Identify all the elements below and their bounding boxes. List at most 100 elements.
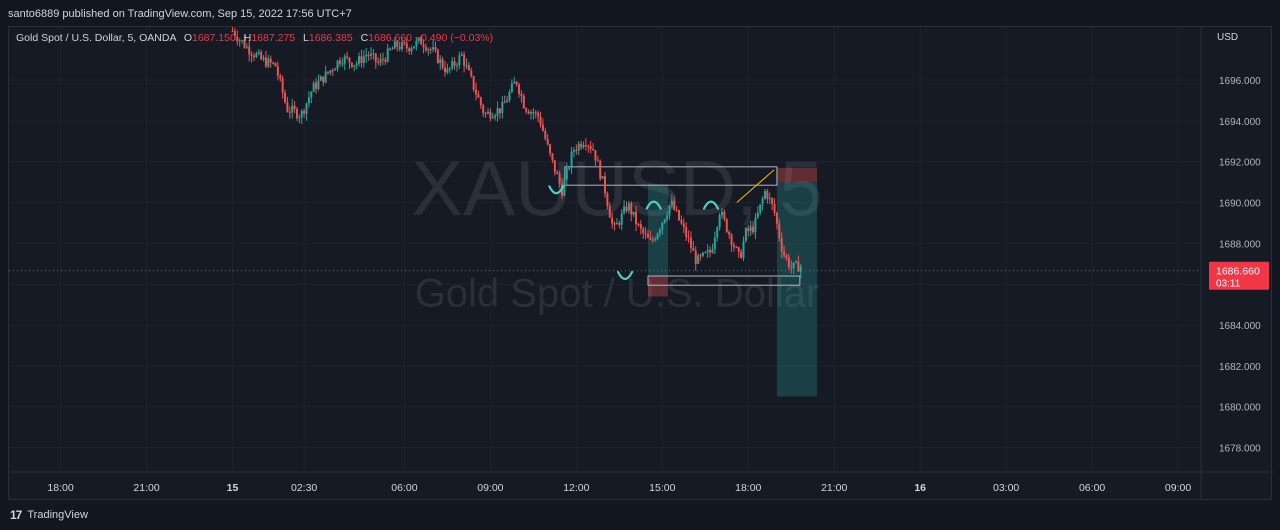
candle-body	[723, 211, 726, 220]
candle-body	[613, 223, 616, 225]
candle-body	[322, 76, 325, 83]
candle-body	[482, 105, 485, 114]
candle-body	[606, 193, 609, 206]
candle-body	[298, 117, 301, 119]
candle-body	[572, 150, 575, 152]
candle-body	[678, 210, 681, 221]
chart-frame[interactable]: XAUUSD, 5 Gold Spot / U.S. Dollar USD 1696.…	[8, 26, 1273, 501]
candle-body	[618, 223, 621, 225]
candle-body	[305, 103, 308, 114]
candle-body	[360, 56, 363, 63]
candle-body	[556, 172, 559, 175]
time-tick-label: 15:00	[649, 482, 675, 494]
candle-body	[451, 61, 454, 69]
candle-body	[381, 58, 384, 60]
candle-body	[420, 38, 423, 45]
candle-body	[506, 100, 509, 103]
candle-body	[670, 200, 673, 206]
time-tick-label: 09:00	[477, 482, 503, 494]
candle-body	[599, 160, 602, 179]
candle-body	[427, 48, 430, 51]
candle-body	[790, 267, 793, 269]
candle-body	[799, 266, 802, 272]
last-price-tag	[1209, 261, 1269, 290]
candle-body	[620, 213, 623, 225]
candle-body	[288, 111, 291, 113]
price-tick-label: 1694.000	[1219, 117, 1261, 128]
candle-body	[544, 130, 547, 139]
candle-body	[434, 47, 437, 50]
candle-body	[584, 145, 587, 147]
high-label: H	[243, 32, 252, 44]
candle-body	[460, 54, 463, 56]
time-tick-label: 18:00	[47, 482, 73, 494]
candle-body	[446, 68, 449, 73]
candle-body	[780, 237, 783, 252]
candle-body	[689, 237, 692, 248]
last-price-value: 1686.660	[1216, 266, 1260, 278]
candle-body	[272, 62, 275, 64]
candle-body	[709, 250, 712, 253]
brand-name: TradingView	[27, 509, 88, 521]
candle-body	[701, 252, 704, 256]
candle-body	[255, 53, 258, 58]
candle-body	[527, 111, 530, 114]
candle-body	[415, 40, 418, 47]
candle-body	[250, 54, 253, 56]
drawing-arc	[702, 200, 720, 210]
candle-body	[343, 56, 346, 64]
price-tick-label: 1690.000	[1219, 199, 1261, 210]
candle-body	[637, 224, 640, 226]
open-label: O	[183, 32, 192, 44]
candle-body	[515, 81, 518, 85]
candle-body	[651, 239, 654, 241]
candle-body	[281, 78, 284, 93]
candle-body	[623, 206, 626, 214]
candle-body	[503, 102, 506, 104]
tradingview-logo[interactable]: 17 TradingView	[10, 508, 88, 522]
candle-body	[706, 250, 709, 253]
candle-body	[541, 124, 544, 131]
position-stop-zone	[647, 276, 669, 297]
candle-body	[362, 56, 365, 63]
price-tick-label: 1684.000	[1219, 321, 1261, 332]
candle-body	[374, 53, 377, 62]
time-tick-label: 09:00	[1165, 482, 1191, 494]
candle-body	[475, 89, 478, 95]
candle-body	[252, 55, 255, 58]
candle-body	[412, 46, 415, 49]
candle-body	[432, 47, 435, 50]
candle-body	[518, 84, 521, 94]
candle-body	[773, 204, 776, 213]
candle-body	[580, 143, 583, 148]
candle-body	[346, 56, 349, 58]
candle-body	[694, 250, 697, 264]
candle-body	[353, 65, 356, 67]
candle-body	[329, 70, 332, 73]
publisher-text: santo6889 published on TradingView.com, …	[8, 8, 352, 20]
candle-body	[365, 54, 368, 57]
candle-body	[291, 105, 294, 113]
drawing-trendline	[736, 169, 775, 203]
drawing-arc	[616, 270, 634, 281]
candle-body	[752, 226, 755, 233]
candle-body	[377, 61, 380, 63]
candle-body	[522, 95, 525, 109]
candle-body	[276, 66, 279, 76]
candle-body	[601, 176, 604, 179]
candle-body	[721, 211, 724, 215]
ohlc-legend: Gold Spot / U.S. Dollar, 5, OANDA O1687.…	[16, 32, 493, 44]
candle-body	[391, 48, 394, 50]
candle-body	[472, 76, 475, 90]
candle-body	[233, 31, 236, 37]
time-tick-label: 18:00	[735, 482, 761, 494]
candle-body	[401, 41, 404, 50]
candle-body	[496, 108, 499, 116]
time-tick-label: 03:00	[993, 482, 1019, 494]
candle-body	[458, 55, 461, 66]
candle-body	[243, 40, 246, 48]
candle-body	[307, 97, 310, 104]
candle-body	[768, 198, 771, 200]
low-value: 1686.385	[308, 32, 353, 44]
